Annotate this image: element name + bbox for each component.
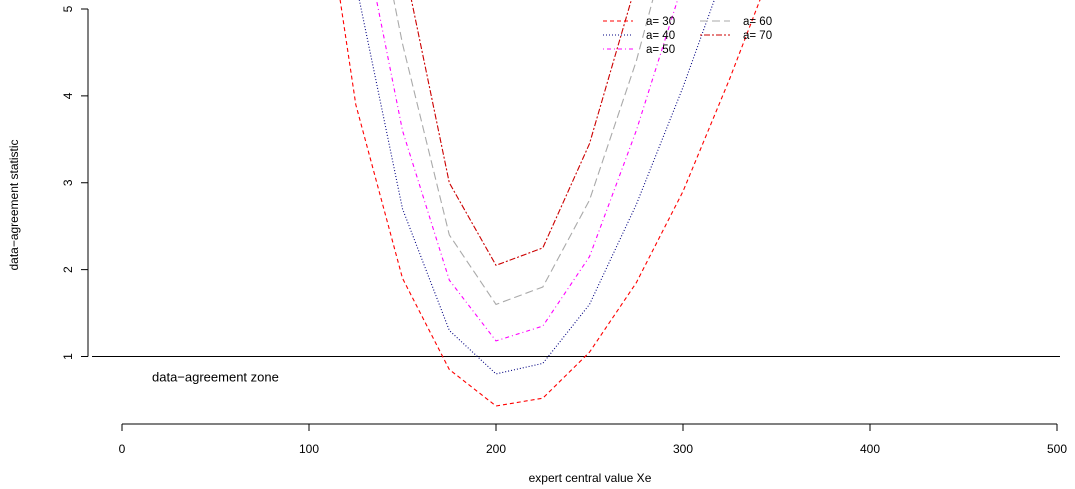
x-tick-label: 200	[486, 442, 506, 456]
x-tick-label: 500	[1047, 442, 1067, 456]
y-tick-label: 1	[61, 353, 75, 360]
reference-line-label: data−agreement zone	[152, 370, 279, 385]
y-tick-label: 2	[61, 266, 75, 273]
y-tick-label: 3	[61, 179, 75, 186]
series-group	[339, 0, 761, 407]
legend-label: a= 70	[743, 30, 772, 42]
y-tick-label: 4	[61, 92, 75, 99]
y-axis-label: data−agreement statistic	[7, 139, 21, 270]
reference-line: data−agreement zone	[92, 356, 1060, 385]
legend: a= 30 a= 40 a= 50 a= 60 a= 70	[603, 16, 772, 56]
x-axis-label: expert central value Xe	[529, 471, 652, 485]
legend-label: a= 40	[646, 30, 675, 42]
y-tick-label: 5	[61, 5, 75, 12]
x-tick-label: 0	[119, 442, 126, 456]
series-line	[410, 0, 632, 266]
x-tick-label: 300	[673, 442, 693, 456]
legend-label: a= 60	[743, 16, 772, 28]
legend-label: a= 30	[646, 16, 675, 28]
series-line	[375, 0, 679, 342]
x-tick-label: 400	[860, 442, 880, 456]
x-tick-label: 100	[299, 442, 319, 456]
series-line	[358, 0, 715, 375]
series-line	[393, 0, 654, 306]
x-axis: 0 100 200 300 400 500	[119, 423, 1067, 456]
legend-label: a= 50	[646, 44, 675, 56]
series-line	[339, 0, 761, 407]
y-axis: 1 2 3 4 5	[61, 5, 89, 360]
